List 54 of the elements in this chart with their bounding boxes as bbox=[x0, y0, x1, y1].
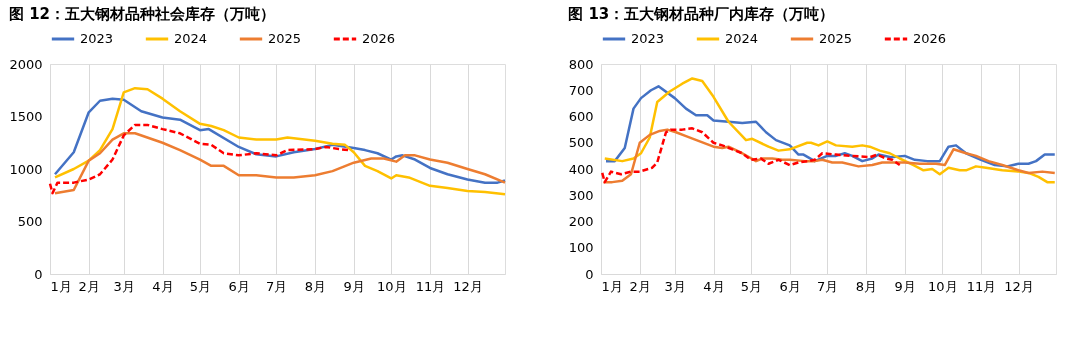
chart-title: 图 13：五大钢材品种厂内库存（万吨） bbox=[568, 5, 835, 23]
legend-label: 2026 bbox=[362, 31, 396, 46]
y-tick-label: 500 bbox=[568, 135, 594, 151]
y-tick-label: 0 bbox=[585, 266, 594, 282]
x-tick-label: 5月 bbox=[740, 278, 763, 294]
line-series bbox=[48, 123, 350, 195]
legend-label: 2023 bbox=[80, 31, 114, 46]
x-tick-label: 7月 bbox=[266, 278, 288, 294]
line-series bbox=[53, 132, 507, 195]
x-tick-label: 11月 bbox=[415, 278, 446, 294]
x-tick-label: 10月 bbox=[376, 278, 407, 294]
y-tick-label: 700 bbox=[568, 82, 594, 98]
x-tick-label: 12月 bbox=[453, 278, 483, 294]
y-tick-label: 800 bbox=[568, 56, 594, 72]
legend-label: 2024 bbox=[174, 31, 208, 46]
y-tick-label: 200 bbox=[568, 214, 594, 229]
line-series bbox=[601, 127, 901, 184]
x-tick-label: 6月 bbox=[779, 278, 801, 294]
x-tick-label: 3月 bbox=[113, 278, 135, 294]
x-tick-label: 9月 bbox=[894, 278, 916, 294]
legend-label: 2023 bbox=[631, 31, 665, 46]
x-tick-label: 1月 bbox=[50, 278, 72, 294]
x-tick-label: 4月 bbox=[703, 278, 725, 294]
line-series bbox=[603, 77, 1056, 184]
x-tick-label: 8月 bbox=[855, 278, 878, 294]
legend-label: 2025 bbox=[819, 31, 853, 46]
x-tick-label: 6月 bbox=[228, 278, 250, 294]
x-tick-label: 2月 bbox=[78, 278, 100, 294]
y-tick-label: 400 bbox=[568, 161, 594, 177]
line-series bbox=[53, 86, 507, 196]
legend-label: 2026 bbox=[913, 31, 947, 46]
x-tick-label: 11月 bbox=[966, 278, 997, 294]
legend-label: 2024 bbox=[725, 31, 759, 46]
x-tick-label: 3月 bbox=[664, 278, 686, 294]
x-tick-label: 2月 bbox=[629, 278, 651, 294]
y-tick-label: 1000 bbox=[9, 161, 43, 177]
y-tick-label: 100 bbox=[568, 240, 594, 256]
x-tick-label: 5月 bbox=[189, 278, 212, 294]
y-tick-label: 2000 bbox=[9, 56, 43, 72]
legend-label: 2025 bbox=[268, 31, 302, 46]
chart-title: 图 12：五大钢材品种社会库存（万吨） bbox=[8, 5, 276, 23]
y-tick-label: 300 bbox=[568, 187, 594, 203]
x-tick-label: 8月 bbox=[304, 278, 327, 294]
x-tick-label: 4月 bbox=[152, 278, 174, 294]
line-series bbox=[53, 97, 507, 184]
y-tick-label: 500 bbox=[17, 214, 43, 229]
x-tick-label: 7月 bbox=[817, 278, 839, 294]
y-tick-label: 1500 bbox=[9, 109, 43, 124]
x-tick-label: 1月 bbox=[601, 278, 623, 294]
x-tick-label: 9月 bbox=[343, 278, 365, 294]
x-tick-label: 10月 bbox=[927, 278, 958, 294]
y-tick-label: 0 bbox=[34, 266, 43, 282]
x-tick-label: 12月 bbox=[1004, 278, 1034, 294]
y-tick-label: 600 bbox=[568, 109, 594, 124]
